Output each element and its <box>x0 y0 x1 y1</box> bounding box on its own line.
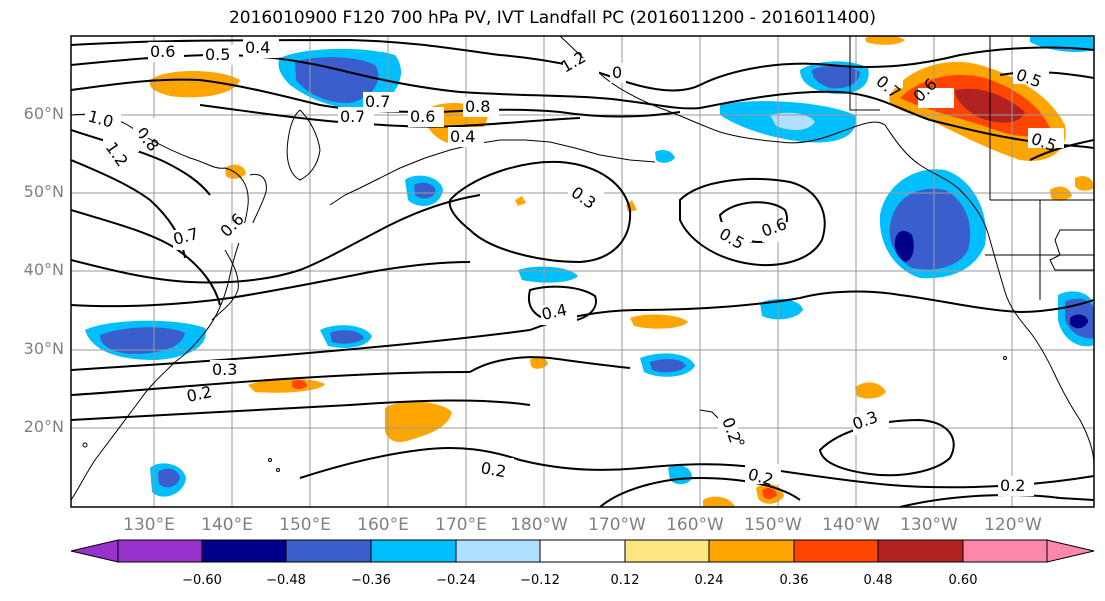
negative-anomaly-region <box>330 330 364 344</box>
colorbar <box>70 539 1095 563</box>
lon-label: 160°E <box>357 515 409 535</box>
negative-anomaly-region <box>100 327 185 354</box>
colorbar-tick-label: −0.36 <box>351 573 391 588</box>
colorbar-segment <box>962 539 1048 563</box>
contour-label: 0.6 <box>410 107 435 126</box>
contour-label: 0.7 <box>340 107 365 126</box>
positive-anomaly-region <box>1050 186 1072 201</box>
contour-label: 0.4 <box>245 38 270 57</box>
positive-anomaly-region <box>515 196 526 206</box>
contour-label: 0.2 <box>479 458 507 481</box>
positive-anomaly-region <box>865 36 905 45</box>
colorbar-segment <box>1046 539 1095 563</box>
lat-label: 60°N <box>23 104 64 123</box>
lon-label: 130°W <box>900 515 958 535</box>
colorbar-tick-label: 0.12 <box>610 573 640 588</box>
positive-anomaly-region <box>225 164 246 179</box>
colorbar-segment <box>70 539 119 563</box>
colorbar-segment <box>624 539 710 563</box>
positive-anomaly-region <box>1075 176 1094 191</box>
positive-anomaly-region <box>703 496 735 507</box>
lat-label: 30°N <box>23 339 64 358</box>
negative-anomaly-region <box>894 230 914 262</box>
colorbar-segment <box>285 539 372 563</box>
contour-label: 0.2 <box>185 382 214 406</box>
colorbar-tick-label: −0.12 <box>520 573 560 588</box>
map-frame <box>70 35 1095 508</box>
lat-label: 40°N <box>23 260 64 279</box>
colorbar-tick-label: 0.24 <box>694 573 724 588</box>
lat-label: 20°N <box>23 417 64 436</box>
negative-anomaly-region <box>655 150 675 163</box>
negative-anomaly-region <box>1070 314 1088 329</box>
positive-anomaly-region <box>762 487 777 499</box>
negative-anomaly-region <box>158 468 180 488</box>
contour-label: 0.3 <box>212 360 237 379</box>
lon-label: 170°W <box>588 515 646 535</box>
contour-label: 0.2 <box>1000 476 1025 495</box>
positive-anomaly-region <box>855 382 886 399</box>
contour-label: 0.7 <box>365 92 390 111</box>
positive-anomaly-region <box>248 378 325 393</box>
contour-label: 0.4 <box>540 300 569 324</box>
lon-label: 170°E <box>435 515 487 535</box>
contour-labels: 0.6 0.5 0.4 1.2 0 1.0 0.8 1.2 0.7 0.6 0.… <box>85 38 1064 496</box>
negative-anomaly-region <box>812 65 860 89</box>
lon-label: 160°W <box>666 515 724 535</box>
colorbar-tick-label: −0.60 <box>182 573 222 588</box>
colorbar-segment <box>201 539 287 563</box>
colorbar-tick-label: −0.48 <box>266 573 306 588</box>
lat-label: 50°N <box>23 182 64 201</box>
lon-label: 150°E <box>279 515 331 535</box>
positive-anomaly-region <box>630 314 688 329</box>
negative-anomaly-region <box>414 182 436 199</box>
colorbar-segment <box>877 539 964 563</box>
colorbar-tick-label: 0.60 <box>948 573 978 588</box>
colorbar-segment <box>793 539 879 563</box>
positive-anomaly-region <box>384 401 452 443</box>
contour-label: 0.4 <box>450 127 475 146</box>
lon-label: 130°E <box>123 515 175 535</box>
colorbar-tick-label: 0.48 <box>863 573 893 588</box>
lon-label: 150°W <box>744 515 802 535</box>
colorbar-segment <box>370 539 457 563</box>
lon-label: 140°E <box>201 515 253 535</box>
colorbar-tick-label: −0.24 <box>436 573 476 588</box>
negative-anomaly-region <box>295 57 379 104</box>
political-boundaries <box>849 36 1041 300</box>
map-title: 2016010900 F120 700 hPa PV, IVT Landfall… <box>228 8 876 28</box>
lon-label: 180°W <box>510 515 568 535</box>
contour-label: 0 <box>612 63 622 82</box>
graticule <box>71 36 1094 507</box>
colorbar-segment <box>117 539 203 563</box>
negative-anomaly-region <box>760 298 803 320</box>
colorbar-segment <box>455 539 541 563</box>
lon-label: 140°W <box>822 515 880 535</box>
colorbar-segment <box>708 539 795 563</box>
contour-label: 0.5 <box>205 45 230 64</box>
negative-anomaly-region <box>770 112 815 131</box>
colorbar-segment <box>539 539 626 563</box>
contour-label: 0.6 <box>150 42 175 61</box>
contour-label: 0.8 <box>465 97 490 116</box>
positive-anomaly-region <box>292 379 307 389</box>
lon-label: 120°W <box>984 515 1042 535</box>
positive-anomaly-region <box>149 71 240 98</box>
colorbar-tick-label: 0.36 <box>779 573 809 588</box>
negative-anomaly-region <box>650 358 686 373</box>
